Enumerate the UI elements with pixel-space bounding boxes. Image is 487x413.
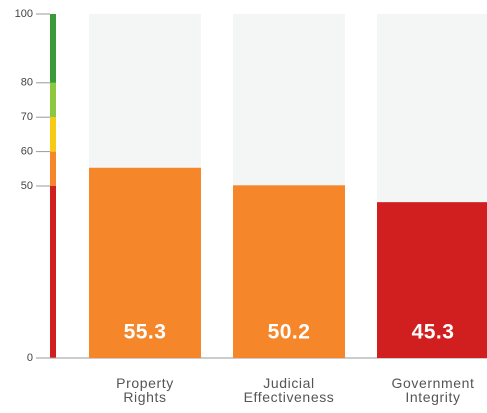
y-tick-label: 70 — [21, 111, 33, 123]
scale-band — [50, 186, 56, 358]
y-tick-label: 100 — [15, 8, 33, 20]
bar — [233, 185, 345, 358]
y-tick-label: 60 — [21, 146, 33, 158]
bar — [89, 167, 201, 358]
scale-band — [50, 14, 56, 83]
bar — [377, 202, 487, 358]
y-tick-label: 50 — [21, 180, 33, 192]
x-tick-label: Government Integrity — [391, 375, 475, 405]
value-label: 45.3 — [412, 321, 455, 344]
value-label: 55.3 — [124, 321, 167, 344]
x-tick-label: Judicial Effectiveness — [243, 375, 335, 405]
scale-band — [50, 151, 56, 186]
value-label: 50.2 — [268, 321, 311, 344]
y-tick-label: 80 — [21, 77, 33, 89]
scale-band — [50, 82, 56, 118]
x-tick-label: Property Rights — [116, 375, 174, 405]
scale-band — [50, 117, 56, 152]
y-tick-label: 0 — [27, 352, 33, 364]
